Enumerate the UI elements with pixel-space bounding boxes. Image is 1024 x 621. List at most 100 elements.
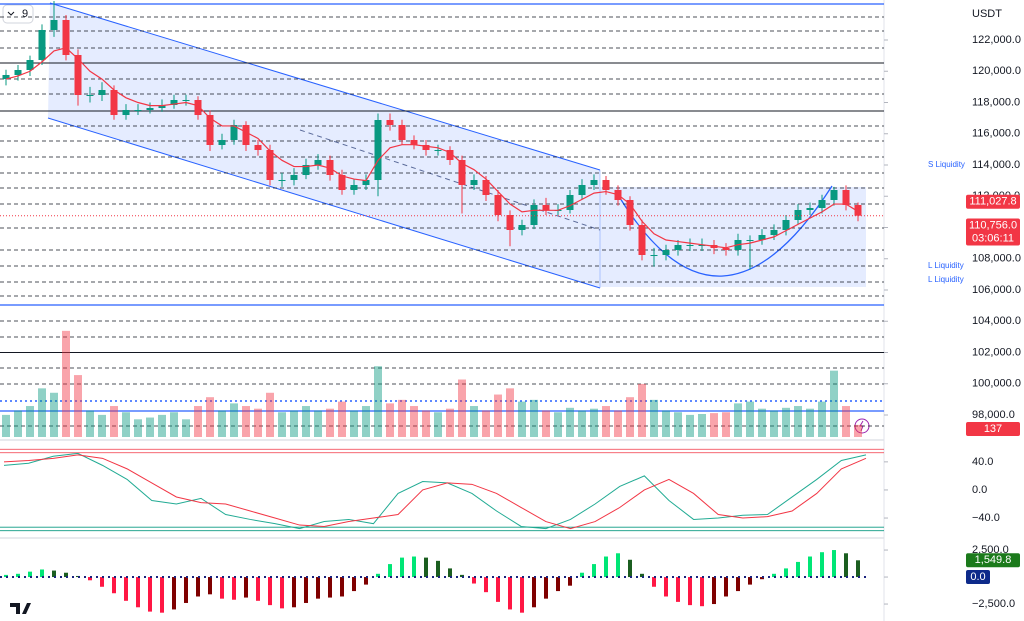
- volume-bar: [374, 366, 382, 437]
- macd-bar: [856, 560, 860, 578]
- y-tick-label: 108,000.0: [972, 253, 1021, 265]
- volume-bar: [110, 406, 118, 437]
- volume-bar: [170, 412, 178, 437]
- candle: [806, 202, 814, 215]
- candle: [362, 174, 370, 190]
- indicator-toggle[interactable]: [2, 4, 34, 24]
- volume-bar: [734, 403, 742, 437]
- candle-body: [410, 140, 418, 145]
- candle: [254, 140, 262, 156]
- candle-body: [602, 180, 610, 190]
- candle: [278, 172, 286, 187]
- volume-bar: [74, 375, 82, 437]
- macd-bar: [4, 574, 8, 578]
- candle: [398, 119, 406, 145]
- candle-body: [338, 175, 346, 190]
- candle: [62, 15, 70, 61]
- macd-bar: [160, 577, 164, 613]
- candle: [470, 174, 478, 190]
- candle-body: [518, 225, 526, 230]
- macd-bar: [16, 573, 20, 578]
- candle: [242, 121, 250, 151]
- candle: [218, 133, 226, 150]
- macd-bar: [400, 557, 404, 578]
- oscillator-line: [3, 454, 867, 530]
- candle: [686, 238, 694, 251]
- macd-bar: [724, 577, 728, 597]
- volume-bar: [662, 410, 670, 437]
- candle: [314, 154, 322, 170]
- candle: [230, 119, 238, 145]
- candle: [758, 229, 766, 245]
- candle-body: [482, 180, 490, 195]
- volume-bar: [362, 406, 370, 437]
- macd-bar: [532, 577, 536, 608]
- y-tick-label: 122,000.0: [972, 34, 1021, 46]
- candle-body: [170, 100, 178, 105]
- candle: [194, 96, 202, 120]
- candle: [146, 102, 154, 114]
- macd-bar: [256, 577, 260, 601]
- candle-body: [782, 220, 790, 230]
- y-tick-label: 118,000.0: [972, 96, 1020, 108]
- candle: [458, 155, 466, 214]
- y-tick-label: 114,000.0: [972, 159, 1020, 171]
- y-tick-label: 116,000.0: [972, 128, 1020, 140]
- volume-bar: [398, 399, 406, 437]
- candle: [338, 169, 346, 195]
- candle-body: [854, 205, 862, 216]
- candle-body: [362, 180, 370, 185]
- volume-bar: [770, 410, 778, 437]
- candle-body: [86, 95, 94, 96]
- candle: [482, 175, 490, 201]
- macd-bar: [376, 573, 380, 578]
- macd-bar: [52, 570, 56, 578]
- volume-bar: [494, 394, 502, 437]
- channel-bottom: [47, 117, 601, 289]
- y-tick-label: −40.0: [972, 512, 1000, 524]
- candle: [98, 82, 106, 101]
- volume-bar: [338, 401, 346, 437]
- candle: [854, 202, 862, 222]
- volume-bar: [482, 410, 490, 437]
- macd-bar: [448, 568, 452, 578]
- volume-bar: [230, 403, 238, 437]
- value-box-label: 1,549.8: [975, 554, 1012, 566]
- volume-bar: [266, 392, 274, 437]
- candle-body: [278, 180, 286, 181]
- channel-mid: [299, 129, 601, 231]
- macd-bar: [460, 574, 464, 578]
- volume-bar: [62, 330, 70, 437]
- volume-bar: [854, 424, 862, 437]
- volume-bar: [686, 414, 694, 437]
- candle-body: [506, 215, 514, 230]
- macd-bar: [808, 556, 812, 578]
- candle-body: [446, 150, 454, 160]
- value-box: [966, 218, 1020, 246]
- macd-bar: [364, 577, 368, 585]
- candle-body: [326, 160, 334, 175]
- candle-body: [698, 245, 706, 246]
- candle: [14, 65, 22, 81]
- macd-bar: [700, 577, 704, 607]
- volume-bar: [410, 406, 418, 437]
- macd-bar: [592, 564, 596, 578]
- volume-bar: [38, 388, 46, 437]
- candle-body: [530, 205, 538, 225]
- macd-bar: [112, 577, 116, 594]
- y-tick-label: 104,000.0: [972, 315, 1021, 327]
- candle: [830, 186, 838, 206]
- volume-bar: [506, 388, 514, 437]
- value-box-label: 0.0: [970, 571, 985, 583]
- macd-bar: [88, 577, 92, 581]
- candle: [530, 199, 538, 230]
- value-box: [966, 422, 1020, 436]
- volume-bar: [254, 408, 262, 437]
- candle-body: [98, 90, 106, 95]
- macd-bar: [244, 577, 248, 598]
- logo: [10, 603, 31, 614]
- candle-body: [62, 20, 70, 55]
- candle-body: [302, 165, 310, 175]
- candle: [386, 113, 394, 131]
